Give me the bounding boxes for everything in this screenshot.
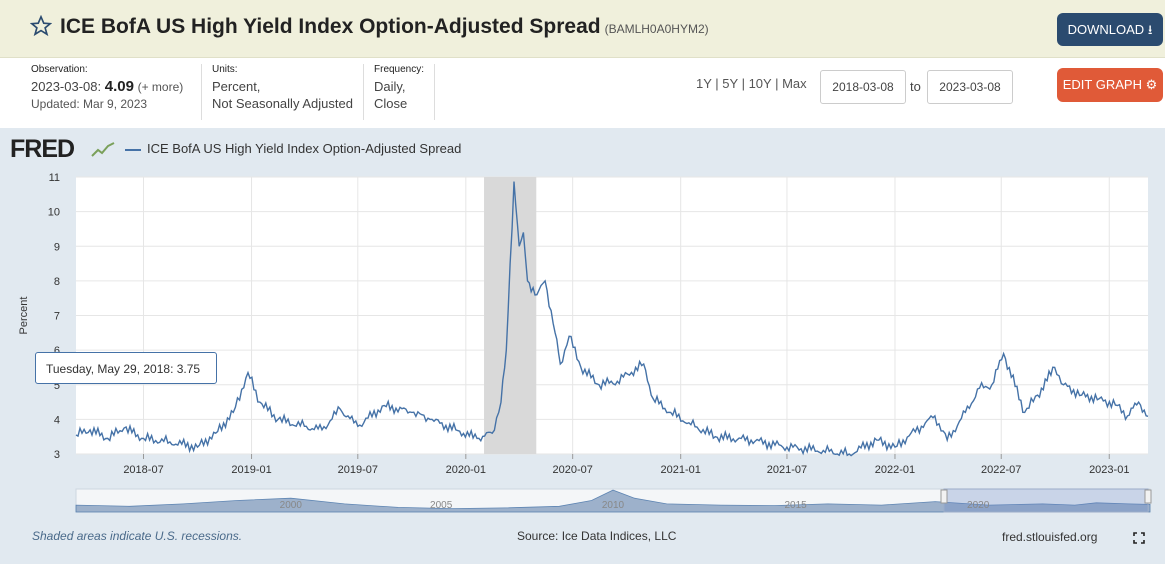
divider: [434, 64, 435, 120]
tooltip-value: 3.75: [176, 362, 201, 376]
y-axis-label: Percent: [18, 297, 30, 335]
x-tick-label: 2019-07: [338, 464, 378, 476]
x-tick-label: 2023-01: [1089, 464, 1129, 476]
series-id: (BAMLH0A0HYM2): [604, 22, 709, 36]
navigator-tick-label: 2000: [280, 500, 303, 511]
site-link[interactable]: fred.stlouisfed.org: [1002, 530, 1098, 544]
to-label: to: [910, 79, 921, 94]
navigator-tick-label: 2020: [967, 500, 990, 511]
range-10y[interactable]: 10Y: [748, 76, 772, 91]
recession-note: Shaded areas indicate U.S. recessions.: [32, 529, 243, 543]
fred-logo: FRED: [10, 135, 75, 163]
navigator-series: [75, 489, 1151, 513]
x-tick-label: 2019-01: [231, 464, 271, 476]
units-line2: Not Seasonally Adjusted: [212, 96, 353, 111]
y-tick-label: 9: [54, 241, 60, 253]
title-bar: ICE BofA US High Yield Index Option-Adju…: [0, 0, 1165, 58]
units-label: Units:: [212, 64, 238, 75]
legend-series-name: ICE BofA US High Yield Index Option-Adju…: [147, 141, 462, 156]
edit-graph-label: EDIT GRAPH: [1062, 77, 1142, 92]
y-tick-label: 8: [54, 276, 60, 288]
series-line: [75, 181, 1149, 457]
y-tick-label: 7: [54, 311, 60, 323]
y-tick-label: 6: [54, 345, 60, 357]
y-tick-label: 4: [54, 414, 60, 426]
fred-logo-graph-icon: [91, 142, 115, 157]
end-date-input[interactable]: 2023-03-08: [927, 70, 1013, 104]
chart-legend: ICE BofA US High Yield Index Option-Adju…: [125, 141, 461, 156]
divider: [363, 64, 364, 120]
tooltip-date: Tuesday, May 29, 2018:: [46, 362, 174, 376]
observation-more-link[interactable]: (+ more): [137, 80, 184, 94]
y-tick-label: 5: [54, 380, 60, 392]
observation-label: Observation:: [31, 64, 88, 75]
observation-date: 2023-03-08:: [31, 79, 102, 94]
navigator-handle[interactable]: [940, 489, 948, 504]
download-button[interactable]: DOWNLOAD ⭳: [1057, 13, 1163, 46]
frequency-line1: Daily,: [374, 79, 406, 94]
range-1y[interactable]: 1Y: [696, 76, 712, 91]
download-icon: ⭳: [1147, 22, 1153, 37]
frequency-label: Frequency:: [374, 64, 425, 75]
y-tick-label: 3: [54, 449, 60, 461]
x-tick-label: 2021-07: [767, 464, 807, 476]
x-tick-label: 2022-01: [875, 464, 915, 476]
frequency-line2: Close: [374, 96, 408, 111]
navigator-tick-label: 2010: [602, 500, 625, 511]
page-title: ICE BofA US High Yield Index Option-Adju…: [60, 15, 709, 39]
edit-graph-button[interactable]: EDIT GRAPH ⚙: [1057, 68, 1163, 102]
fullscreen-icon[interactable]: [1133, 532, 1145, 544]
legend-swatch: [125, 148, 141, 151]
range-5y[interactable]: 5Y: [722, 76, 738, 91]
star-icon[interactable]: [30, 15, 52, 37]
updated-date: Updated: Mar 9, 2023: [31, 97, 148, 111]
gear-icon: ⚙: [1145, 77, 1158, 92]
x-tick-label: 2022-07: [981, 464, 1021, 476]
download-label: DOWNLOAD: [1067, 22, 1145, 37]
navigator-handle[interactable]: [1144, 489, 1152, 504]
x-tick-label: 2021-01: [661, 464, 701, 476]
line-chart[interactable]: 3 4 5 6 7 8 9 10 11 2018-07 2019-01 2019-07 2020-01 2…: [0, 165, 1165, 520]
observation-block: Observation: 2023-03-08: 4.09 (+ more) U…: [31, 64, 183, 113]
recession-shade: [484, 177, 537, 454]
source-note: Source: Ice Data Indices, LLC: [517, 529, 677, 543]
chart-tooltip: Tuesday, May 29, 2018: 3.75: [35, 352, 217, 384]
observation-value: 4.09: [104, 78, 134, 95]
divider: [201, 64, 202, 120]
navigator-tick-label: 2005: [430, 500, 453, 511]
y-tick-label: 10: [48, 207, 60, 219]
y-tick-label: 11: [49, 172, 60, 184]
x-tick-label: 2018-07: [123, 464, 163, 476]
start-date-input[interactable]: 2018-03-08: [820, 70, 906, 104]
range-selector: 1Y | 5Y | 10Y | Max: [696, 76, 807, 91]
frequency-block: Frequency: Daily, Close: [374, 64, 424, 112]
x-tick-label: 2020-01: [446, 464, 486, 476]
x-tick-label: 2020-07: [552, 464, 592, 476]
range-max[interactable]: Max: [782, 76, 807, 91]
units-line1: Percent,: [212, 79, 261, 94]
units-block: Units: Percent, Not Seasonally Adjusted: [212, 64, 353, 112]
series-title: ICE BofA US High Yield Index Option-Adju…: [60, 15, 601, 38]
navigator-tick-label: 2015: [784, 500, 807, 511]
